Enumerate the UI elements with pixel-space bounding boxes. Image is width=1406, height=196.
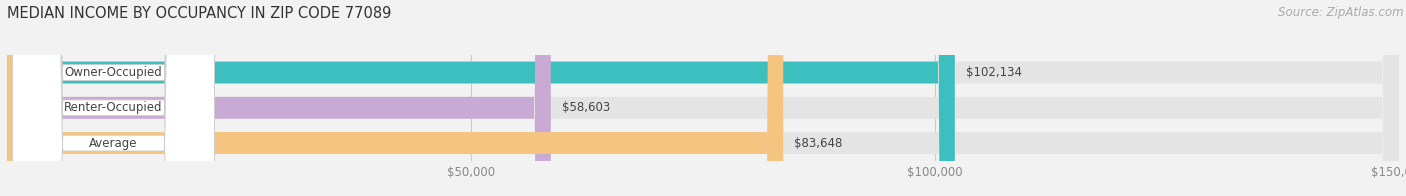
Text: Average: Average xyxy=(89,137,138,150)
FancyBboxPatch shape xyxy=(13,0,215,196)
FancyBboxPatch shape xyxy=(7,0,1399,196)
FancyBboxPatch shape xyxy=(7,0,551,196)
FancyBboxPatch shape xyxy=(7,0,1399,196)
Text: $102,134: $102,134 xyxy=(966,66,1022,79)
Text: Source: ZipAtlas.com: Source: ZipAtlas.com xyxy=(1278,6,1403,19)
Text: Renter-Occupied: Renter-Occupied xyxy=(65,101,163,114)
Text: $83,648: $83,648 xyxy=(794,137,842,150)
FancyBboxPatch shape xyxy=(13,0,215,196)
FancyBboxPatch shape xyxy=(13,0,215,196)
FancyBboxPatch shape xyxy=(7,0,955,196)
Text: $58,603: $58,603 xyxy=(562,101,610,114)
Text: MEDIAN INCOME BY OCCUPANCY IN ZIP CODE 77089: MEDIAN INCOME BY OCCUPANCY IN ZIP CODE 7… xyxy=(7,6,391,21)
Text: Owner-Occupied: Owner-Occupied xyxy=(65,66,162,79)
FancyBboxPatch shape xyxy=(7,0,783,196)
FancyBboxPatch shape xyxy=(7,0,1399,196)
